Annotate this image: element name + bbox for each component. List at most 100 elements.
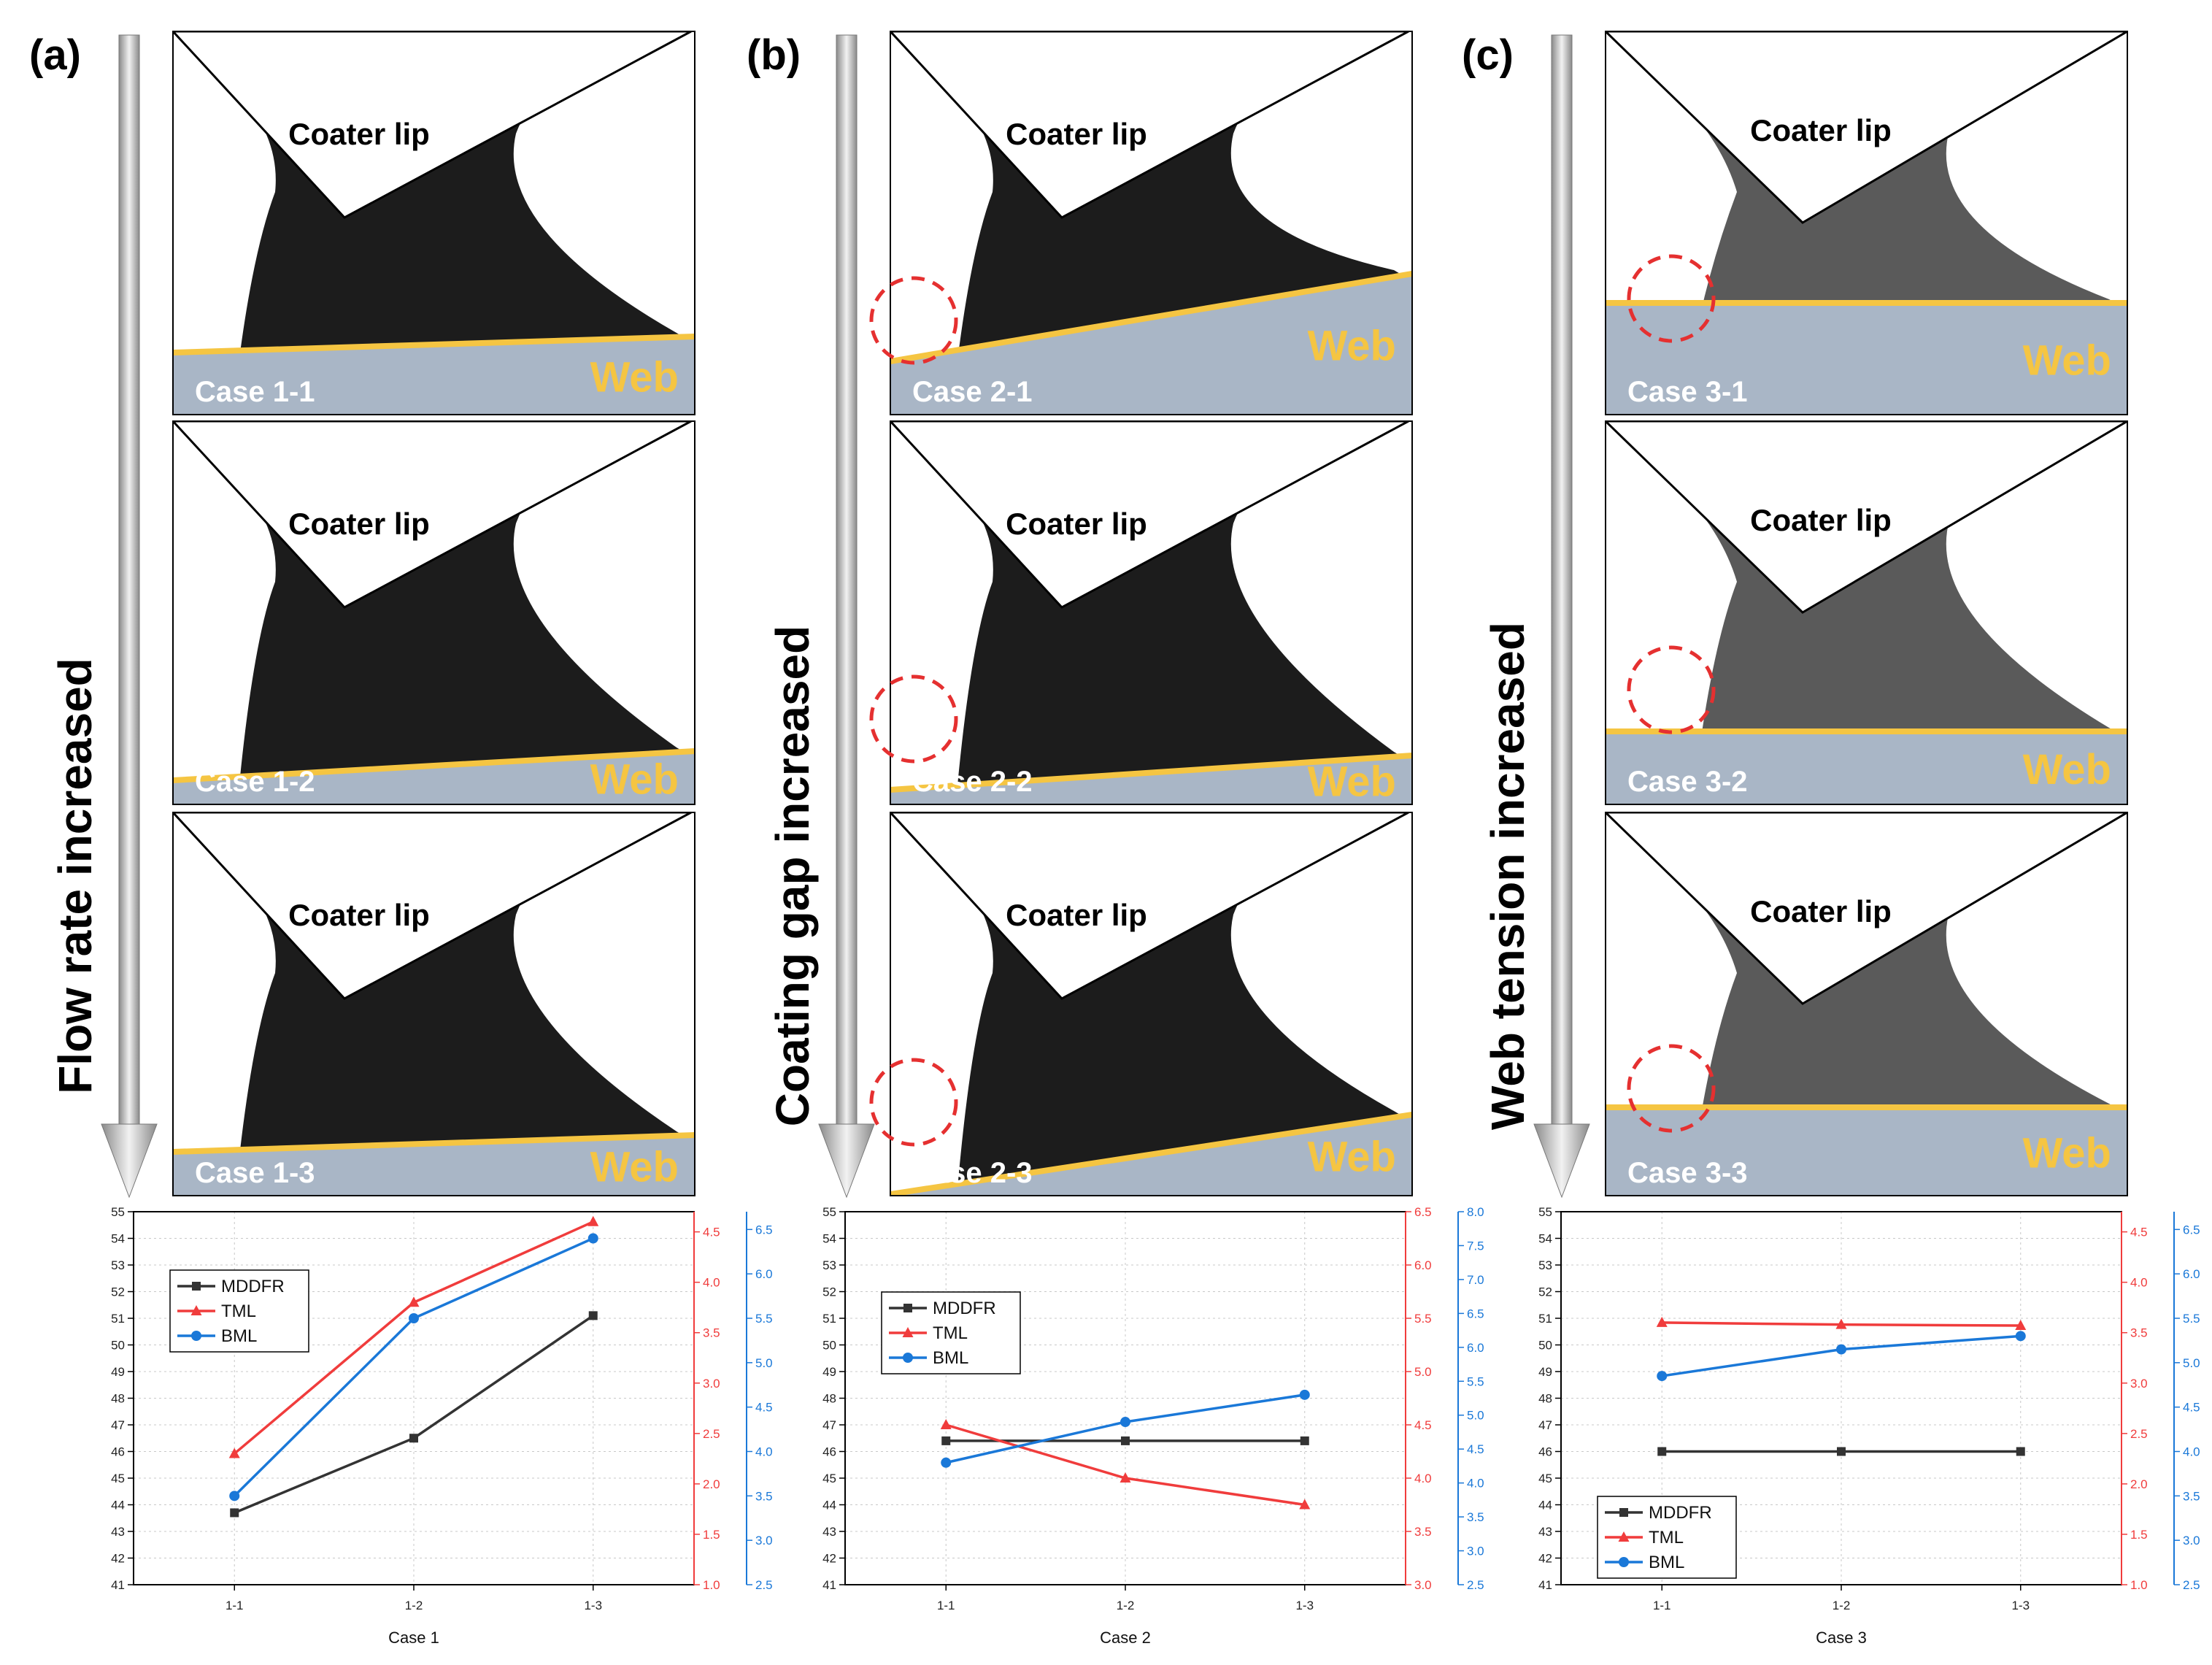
- frame-content: Coater lip Web Case 2-1: [890, 31, 1412, 415]
- frame-border: [1605, 31, 2128, 415]
- blue-axis-tick-label: 3.0: [1467, 1545, 1484, 1558]
- arrow-head: [101, 1123, 158, 1199]
- web-label: Web: [590, 1144, 679, 1191]
- case-label: Case 1-1: [195, 376, 315, 408]
- x-tick-label: 1-2: [405, 1599, 423, 1612]
- red-dashed-circle: [869, 674, 958, 764]
- red-axis-tick-label: 5.5: [1414, 1312, 1432, 1326]
- coater-lip-label: Coater lip: [1750, 503, 1892, 537]
- web-label: Web: [2023, 1130, 2111, 1177]
- data-point-mddfr: [588, 1311, 598, 1320]
- red-dashed-circle: [869, 276, 958, 365]
- frame-content: Coater lip Web Case 1-3: [173, 812, 695, 1196]
- coater-lip: [173, 31, 692, 219]
- x-axis-title: Case 2: [1100, 1629, 1151, 1647]
- legend-label: MDDFR: [1649, 1503, 1712, 1523]
- blue-axis-tick-label: 4.5: [1467, 1442, 1484, 1456]
- data-point-bml: [2015, 1331, 2026, 1342]
- frame-content: Coater lip Web Case 3-3: [1606, 812, 2127, 1196]
- red-axis-tick-label: 4.0: [2130, 1276, 2148, 1290]
- frame-border: [1605, 420, 2128, 805]
- red-axis-tick-label: 4.5: [1414, 1418, 1432, 1432]
- data-point-bml: [941, 1457, 952, 1468]
- left-axis-tick-label: 55: [822, 1205, 836, 1219]
- left-axis-tick-label: 48: [111, 1392, 125, 1406]
- frame-border: [1605, 812, 2128, 1196]
- x-tick-label: 1-3: [2011, 1599, 2030, 1612]
- arrow-shaft: [1551, 34, 1573, 1160]
- red-axis-tick-label: 3.0: [703, 1377, 720, 1391]
- blue-axis-tick-label: 2.5: [2183, 1578, 2200, 1592]
- red-axis-tick-label: 3.5: [2130, 1326, 2148, 1340]
- web-label: Web: [1308, 1134, 1396, 1181]
- left-axis-tick-label: 44: [822, 1499, 836, 1512]
- left-axis-tick-label: 53: [1538, 1258, 1552, 1272]
- left-axis-tick-label: 42: [111, 1552, 125, 1566]
- left-axis-tick-label: 51: [822, 1312, 836, 1326]
- data-point-tml: [1120, 1472, 1131, 1483]
- data-point-tml: [940, 1419, 952, 1429]
- coater-lip: [1606, 31, 2127, 224]
- left-axis-tick-label: 47: [1538, 1418, 1552, 1432]
- chart-1: 41 42 43 44 45 46 47 48 49 50 51 52 53 54 55 1.0 1.5 2.0 2…: [111, 1205, 773, 1647]
- coater-lip: [1606, 421, 2127, 614]
- red-axis-tick-label: 1.0: [703, 1578, 720, 1592]
- red-dashed-circle: [1627, 1044, 1716, 1133]
- red-axis-tick-label: 6.0: [1414, 1258, 1432, 1272]
- red-axis-tick-label: 3.0: [2130, 1377, 2148, 1391]
- frame-border: [890, 812, 1413, 1196]
- red-axis-tick-label: 6.5: [1414, 1205, 1432, 1219]
- case-label: Case 3-1: [1627, 376, 1748, 408]
- data-point-mddfr: [1837, 1447, 1846, 1456]
- blue-axis-tick-label: 5.0: [2183, 1356, 2200, 1370]
- left-axis-tick-label: 42: [822, 1552, 836, 1566]
- red-dashed-circle: [869, 1058, 958, 1147]
- left-axis-tick-label: 46: [111, 1445, 125, 1459]
- arrow-head: [1533, 1123, 1590, 1199]
- blue-axis-tick-label: 6.5: [755, 1223, 773, 1237]
- left-axis-tick-label: 52: [1538, 1285, 1552, 1299]
- data-point-tml: [228, 1447, 240, 1458]
- coater-lip-label: Coater lip: [288, 507, 430, 541]
- red-dashed-circle: [1627, 645, 1716, 734]
- data-point-tml: [1299, 1499, 1311, 1510]
- arrow-label: Web tension increased: [1481, 622, 1534, 1130]
- data-point-bml: [1120, 1417, 1130, 1428]
- red-axis-tick-label: 3.5: [703, 1326, 720, 1340]
- frame-content: Coater lip Web Case 3-1: [1606, 31, 2127, 415]
- left-axis-tick-label: 47: [822, 1418, 836, 1432]
- legend-label: BML: [221, 1326, 257, 1346]
- coater-lip: [173, 421, 692, 609]
- coater-lip-label: Coater lip: [288, 898, 430, 932]
- red-axis-tick-label: 4.0: [1414, 1472, 1432, 1485]
- blue-axis-tick-label: 4.0: [1467, 1477, 1484, 1491]
- arrow-label: Flow rate increased: [49, 658, 101, 1094]
- legend-swatch-marker: [903, 1304, 912, 1312]
- case-label: Case 3-2: [1627, 766, 1748, 798]
- blue-axis-tick-label: 6.0: [2183, 1267, 2200, 1281]
- left-axis-tick-label: 53: [111, 1258, 125, 1272]
- panel-2: (b) Coating gap increased Coater lip Web Cas…: [747, 31, 1413, 1199]
- arrow-shaft: [118, 34, 140, 1160]
- data-point-mddfr: [1657, 1447, 1667, 1456]
- blue-axis-tick-label: 2.5: [755, 1578, 773, 1592]
- legend-label: TML: [1649, 1528, 1684, 1547]
- left-axis-tick-label: 45: [822, 1472, 836, 1485]
- legend: MDDFR TML BML: [881, 1291, 1021, 1374]
- data-point-tml: [408, 1296, 420, 1307]
- web-edge-line: [890, 271, 1412, 364]
- blue-axis-tick-label: 2.5: [1467, 1578, 1484, 1592]
- panel-3: (c) Web tension increased Coater lip Web Cas…: [1462, 31, 2128, 1199]
- left-axis-tick-label: 54: [111, 1232, 125, 1246]
- red-axis-tick-label: 2.0: [703, 1477, 720, 1491]
- red-axis-tick-label: 4.0: [703, 1276, 720, 1290]
- left-axis-tick-label: 51: [1538, 1312, 1552, 1326]
- frame-content: Coater lip Web Case 2-2: [890, 421, 1412, 804]
- web-label: Web: [590, 756, 679, 804]
- web-substrate: [173, 751, 695, 804]
- data-point-bml: [587, 1233, 598, 1244]
- coater-lip-label: Coater lip: [1750, 894, 1892, 928]
- legend-swatch-marker: [192, 1282, 201, 1291]
- data-point-tml: [1656, 1316, 1668, 1327]
- case-label: Case 2-3: [912, 1157, 1033, 1189]
